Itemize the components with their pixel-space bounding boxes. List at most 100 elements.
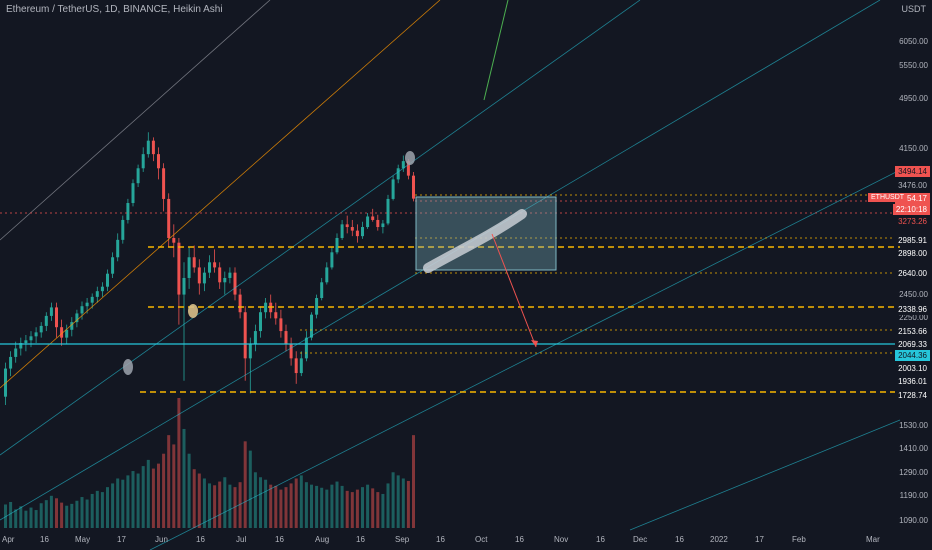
volume-bar	[259, 477, 262, 528]
volume-bar	[192, 469, 196, 528]
candle-body	[238, 294, 242, 313]
price-badge: 2640.00	[895, 268, 930, 279]
volume-bar	[14, 509, 18, 528]
candle-body	[386, 198, 390, 224]
candle-body	[310, 314, 313, 338]
volume-bar	[80, 497, 84, 528]
candle-body	[228, 272, 232, 278]
volume-bar	[34, 510, 38, 528]
price-badge: 2153.66	[895, 326, 930, 337]
candle-body	[401, 161, 405, 169]
date-label: Mar	[866, 535, 880, 544]
candle-body	[162, 168, 166, 199]
trend-line-orange[interactable]	[0, 0, 441, 389]
candle-body	[213, 262, 217, 268]
marker-mid[interactable]	[188, 304, 198, 318]
candle-body	[126, 203, 130, 220]
candle-body	[320, 282, 324, 299]
volume-bar	[330, 484, 334, 528]
trend-line-green[interactable]	[483, 0, 509, 101]
volume-bar	[391, 472, 395, 528]
price-label: 1190.00	[899, 491, 928, 500]
projection-path[interactable]	[423, 209, 527, 273]
volume-bar	[177, 398, 181, 528]
date-label: Oct	[475, 535, 488, 544]
candle-body	[259, 312, 262, 332]
volume-bar	[406, 480, 410, 528]
chart-title: Ethereum / TetherUS, 1D, BINANCE, Heikin…	[6, 4, 223, 15]
marker-top[interactable]	[405, 151, 415, 165]
volume-layer	[4, 398, 415, 528]
candle-body	[136, 168, 140, 184]
drawings-layer	[0, 0, 901, 550]
date-label: 16	[675, 535, 684, 544]
candle-body	[24, 340, 28, 344]
volume-bar	[187, 453, 191, 528]
price-badge: 3273.26	[895, 216, 930, 227]
volume-bar	[90, 493, 94, 528]
candle-body	[361, 227, 364, 237]
candle-body	[376, 219, 380, 228]
volume-bar	[44, 500, 48, 528]
candle-body	[70, 322, 74, 330]
date-label: 16	[196, 535, 205, 544]
candle-body	[167, 198, 171, 238]
candle-body	[197, 267, 201, 284]
candle-body	[345, 224, 349, 228]
date-label: 16	[40, 535, 49, 544]
volume-bar	[381, 493, 385, 528]
forecast-arrow[interactable]	[491, 233, 537, 348]
volume-bar	[401, 478, 405, 528]
volume-bar	[55, 498, 58, 528]
date-label: Apr	[2, 535, 15, 544]
candle-body	[116, 239, 120, 258]
candle-body	[141, 154, 145, 169]
volume-bar	[218, 481, 222, 528]
price-badge: 2044.36	[895, 350, 930, 361]
candle-body	[146, 140, 150, 155]
channel-line-1[interactable]	[0, 0, 641, 456]
candles-layer	[4, 132, 415, 406]
forecast-arrowhead	[531, 340, 538, 347]
trend-line-1[interactable]	[0, 0, 271, 241]
candle-body	[90, 296, 94, 303]
candle-body	[233, 272, 237, 295]
volume-bar	[335, 481, 339, 528]
candle-body	[208, 262, 211, 273]
price-badge: 3454.17	[895, 193, 930, 204]
date-label: Nov	[554, 535, 569, 544]
volume-bar	[172, 444, 176, 528]
symbol-tag[interactable]: ETHUSDT	[868, 193, 908, 202]
candle-body	[60, 327, 64, 338]
price-badge: 2985.91	[895, 235, 930, 246]
date-label: 17	[117, 535, 126, 544]
candle-body	[253, 331, 257, 345]
date-label: 16	[275, 535, 284, 544]
volume-bar	[4, 504, 7, 528]
volume-bar	[310, 484, 313, 528]
volume-bar	[162, 453, 166, 528]
candle-body	[294, 358, 298, 374]
marker-low-1[interactable]	[123, 359, 133, 375]
price-badge: 2898.00	[895, 248, 930, 259]
channel-line-4[interactable]	[629, 419, 901, 531]
volume-bar	[9, 502, 13, 528]
candle-body	[131, 183, 135, 204]
volume-bar	[65, 505, 69, 528]
candle-body	[177, 242, 181, 295]
candle-body	[111, 257, 115, 274]
candle-body	[182, 277, 186, 295]
channel-line-3[interactable]	[149, 169, 901, 550]
price-label: 4150.00	[899, 144, 928, 153]
candle-body	[223, 277, 227, 283]
candle-body	[19, 343, 23, 349]
candle-body	[304, 337, 308, 359]
price-badge: 2003.10	[895, 363, 930, 374]
volume-bar	[100, 492, 104, 528]
volume-bar	[208, 483, 211, 528]
candle-body	[65, 329, 69, 338]
date-label: Feb	[792, 535, 806, 544]
volume-bar	[350, 492, 354, 528]
date-label: 16	[356, 535, 365, 544]
